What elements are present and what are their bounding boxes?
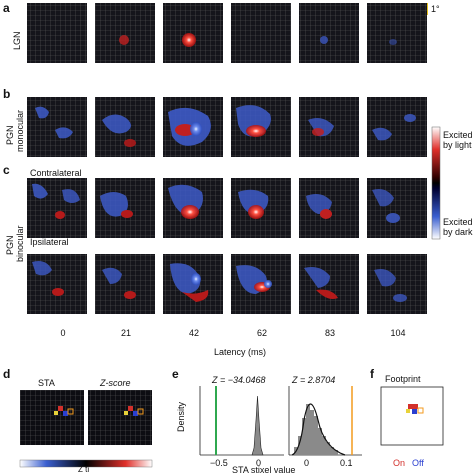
colorbar [431,126,441,240]
latency-tick-3: 62 [256,328,267,338]
panel-e-xtick-left-0: −0.5 [210,458,228,468]
colorbar-light-label-1: Excited [443,130,473,140]
panel-f-off-label: Off [412,458,424,468]
panel-e-ylabel: Density [176,401,186,432]
latency-axis-label: Latency (ms) [213,347,266,357]
panel-f-title: Footprint [385,374,421,384]
scale-label: 1° [431,4,440,14]
latency-tick-4: 83 [324,328,335,338]
pgn-monocular-row [27,97,427,157]
panel-e-plot [199,386,362,456]
contralateral-row [27,178,427,238]
right-histogram [294,404,338,455]
panel-e-z-right: Z = 2.8704 [292,375,336,385]
row-label-ipsilateral: Ipsilateral [30,237,69,247]
latency-tick-5: 104 [390,328,406,338]
panel-label-e: e [172,367,179,381]
latency-tick-2: 42 [188,328,199,338]
colorbar-dark-label-2: by dark [443,227,473,237]
right-fit-curve [291,403,346,456]
latency-tick-1: 21 [120,328,131,338]
row-label-contralateral: Contralateral [30,168,82,178]
left-histogram [251,395,264,456]
panel-e-xtick-right-1: 0.1 [340,458,353,468]
panel-d-sta-label: STA [38,378,55,388]
panel-d-maps [19,390,153,468]
panel-e-xlabel: STA stixel value [232,465,296,475]
panel-e-xtick-right-0: 0 [304,458,310,468]
panel-label-f: f [370,367,374,381]
panel-d-zscore-label: Z-score [100,378,131,388]
panel-label-c: c [3,163,10,177]
panel-label-d: d [3,367,11,381]
panel-d-colorbar [19,459,153,468]
panel-e-xtick-left-1: 0 [256,458,262,468]
panel-f-on-label: On [393,458,406,468]
colorbar-light-label-2: by light [443,140,472,150]
latency-tick-0: 0 [60,328,66,338]
panel-label-b: b [3,87,11,101]
panel-d-bottom-label: Z ti [78,465,90,474]
lgn-row [27,3,427,63]
colorbar-dark-label-1: Excited [443,217,473,227]
panel-f-footprint [380,386,444,446]
panel-label-a: a [3,1,10,15]
ipsilateral-row [27,254,427,314]
panel-e-z-left: Z = −34.0468 [212,375,266,385]
